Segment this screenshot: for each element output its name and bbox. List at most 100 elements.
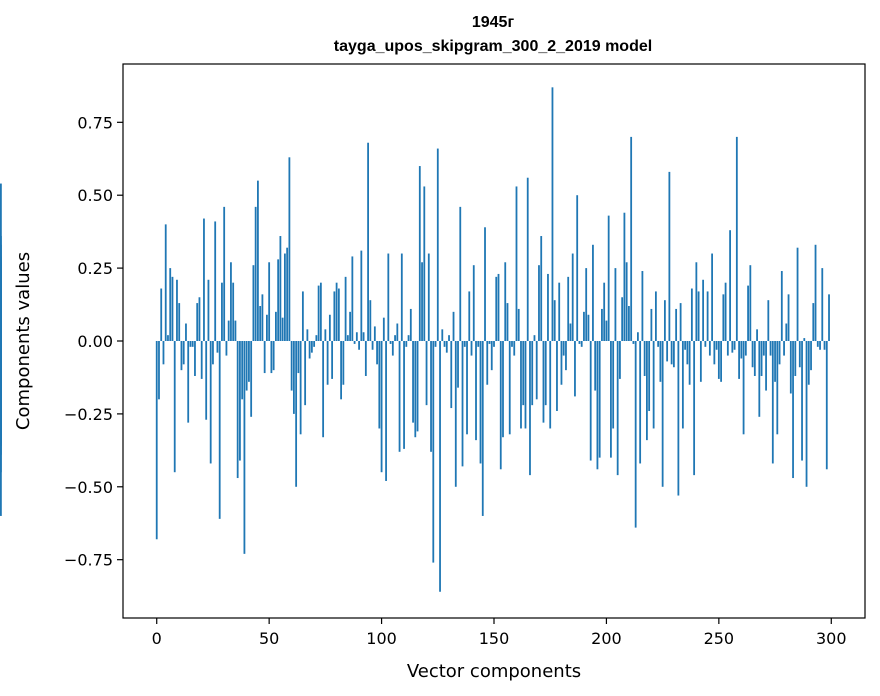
bar: [526, 177, 529, 341]
bar: [551, 87, 554, 341]
bar: [720, 341, 722, 382]
bar: [733, 341, 736, 350]
bar: [227, 320, 230, 341]
bar: [239, 341, 241, 461]
bar: [686, 341, 689, 365]
bar: [180, 341, 183, 371]
bar: [378, 341, 381, 429]
bar: [801, 341, 803, 461]
bar: [385, 341, 387, 481]
bar: [529, 341, 531, 476]
bar: [421, 262, 423, 341]
bar: [376, 341, 378, 365]
bar: [506, 303, 509, 341]
x-tick-label: 300: [816, 629, 847, 648]
bar: [803, 338, 806, 341]
bar: [335, 282, 338, 341]
bar: [663, 300, 666, 341]
bar: [580, 341, 583, 347]
bar: [819, 341, 821, 350]
bar: [200, 341, 203, 379]
bar: [504, 262, 507, 341]
bar: [207, 279, 210, 341]
bar: [362, 332, 365, 341]
bar: [182, 341, 185, 365]
bar: [270, 341, 273, 374]
bar: [812, 303, 815, 341]
bar: [430, 341, 432, 452]
bar: [484, 227, 486, 341]
bar: [396, 323, 399, 341]
bar: [535, 341, 538, 400]
bar: [326, 341, 329, 385]
bar: [789, 341, 792, 394]
bar: [740, 341, 743, 359]
bar: [672, 341, 675, 368]
bar: [355, 332, 358, 341]
bar: [565, 341, 567, 371]
bar: [450, 341, 453, 409]
bar: [540, 236, 543, 341]
bar: [315, 335, 318, 341]
bar: [805, 341, 808, 487]
bar: [756, 329, 758, 341]
bar: [176, 279, 178, 341]
bar: [466, 341, 468, 435]
bar: [646, 341, 648, 441]
bar: [268, 262, 271, 341]
bar: [358, 341, 360, 350]
bar: [760, 341, 763, 376]
bar: [299, 341, 302, 435]
bar: [810, 341, 812, 371]
bar: [796, 247, 799, 341]
bar: [369, 300, 372, 341]
bar: [587, 314, 590, 341]
bar: [625, 262, 628, 341]
bar: [675, 308, 678, 341]
bar: [693, 341, 696, 476]
bar: [225, 341, 228, 356]
y-tick-label: 0.75: [77, 113, 113, 132]
bar: [281, 317, 284, 341]
bar: [619, 341, 621, 379]
bar: [612, 341, 615, 429]
bar: [724, 282, 727, 341]
bar: [243, 341, 246, 554]
x-tick-label: 200: [591, 629, 622, 648]
bar: [272, 341, 275, 371]
bar: [753, 341, 756, 376]
bar-series: [0, 87, 830, 592]
bar: [398, 341, 401, 452]
bar: [279, 236, 282, 341]
bar: [657, 341, 660, 347]
x-axis-label: Vector components: [407, 661, 581, 682]
bar: [349, 311, 351, 341]
bar: [257, 180, 259, 341]
bar: [598, 341, 601, 458]
bar: [198, 297, 201, 341]
bar: [288, 157, 291, 341]
bar: [189, 341, 192, 347]
bar: [713, 341, 716, 365]
bar: [452, 311, 455, 341]
bar: [576, 195, 579, 341]
bar: [470, 341, 473, 356]
bar: [333, 291, 336, 341]
x-tick-label: 100: [366, 629, 397, 648]
bar: [823, 341, 826, 350]
bar: [230, 262, 232, 341]
bar: [765, 341, 767, 391]
bar: [171, 276, 174, 341]
bar: [668, 171, 671, 341]
bar: [389, 341, 392, 344]
bar: [0, 183, 2, 341]
bar: [283, 253, 286, 341]
bar: [605, 320, 608, 341]
bar: [403, 341, 405, 449]
x-tick-label: 0: [152, 629, 162, 648]
bar: [387, 253, 390, 341]
bar: [522, 341, 525, 406]
y-axis: −0.75 −0.50 −0.25 0.00 0.25 0.50 0.75: [64, 113, 123, 570]
bar: [731, 341, 734, 353]
bar: [373, 326, 376, 341]
